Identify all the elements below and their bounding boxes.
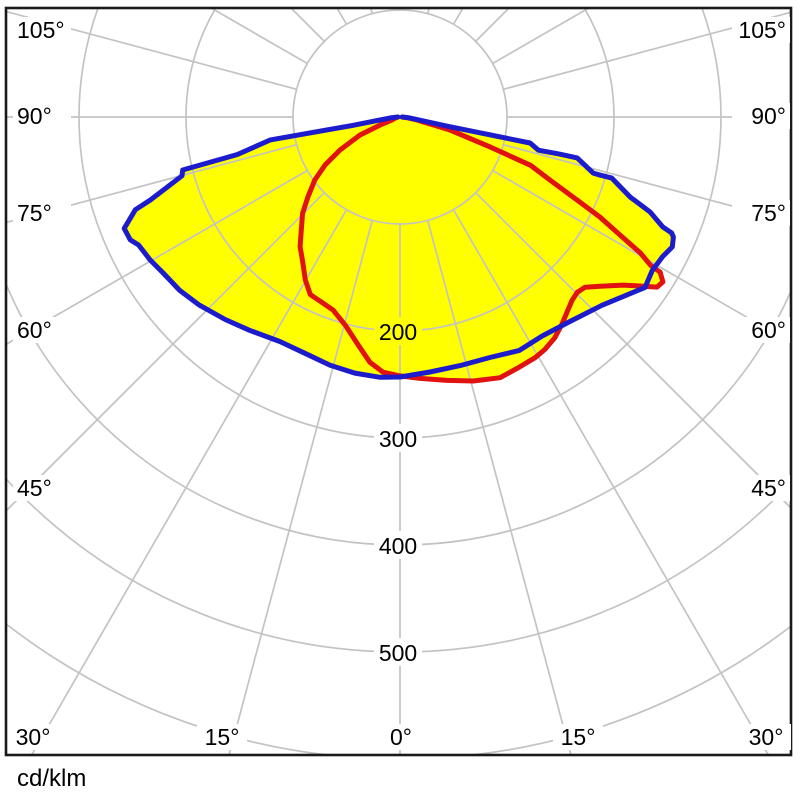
grid-spoke-300: [7, 169, 308, 345]
angle-label-14: 30°: [749, 724, 784, 750]
angle-label-2: 75°: [17, 200, 52, 226]
angle-label-3: 60°: [17, 317, 52, 343]
grid-spoke-285: [7, 143, 297, 224]
grid-spoke-330: [31, 209, 348, 754]
angle-label-bg-9: [732, 475, 790, 501]
angle-label-bg-11: [197, 724, 247, 750]
angle-label-7: 75°: [751, 200, 786, 226]
ring-label-500: 500: [379, 640, 417, 666]
angle-label-bg-8: [732, 317, 790, 343]
grid-spoke-255: [7, 10, 297, 91]
grid-spoke-15: [426, 220, 572, 754]
angle-label-bg-10: [8, 724, 58, 750]
angle-label-9: 45°: [751, 475, 786, 501]
angle-label-bg-6: [732, 103, 790, 129]
angle-label-11: 15°: [205, 724, 240, 750]
angle-label-12: 0°: [390, 724, 412, 750]
angle-label-bg-7: [732, 200, 790, 226]
angle-label-bg-0: [13, 17, 71, 43]
ring-label-300: 300: [379, 426, 417, 452]
grid-spoke-345: [228, 220, 374, 754]
ring-label-bg-300: [374, 424, 422, 452]
angle-label-13: 15°: [561, 724, 596, 750]
ring-label-bg-200: [374, 317, 422, 345]
units-label: cd/klm: [17, 765, 86, 792]
angle-label-1: 90°: [17, 103, 52, 129]
grid-spoke-60: [492, 169, 790, 344]
distribution-curve-plane-blue: [121, 114, 676, 380]
distribution-curve-plane-red: [297, 114, 666, 384]
angle-label-10: 30°: [16, 724, 51, 750]
grid-spoke-105: [503, 11, 790, 91]
angle-label-6: 90°: [751, 103, 786, 129]
angle-label-bg-2: [13, 200, 71, 226]
plot-frame: [4, 6, 793, 757]
ring-label-bg-500: [374, 638, 422, 666]
grid-spoke-30: [452, 209, 769, 754]
angle-label-bg-14: [741, 724, 791, 750]
angle-label-bg-13: [553, 724, 603, 750]
ring-label-400: 400: [379, 533, 417, 559]
ring-label-bg-400: [374, 531, 422, 559]
angle-label-8: 60°: [751, 317, 786, 343]
angle-label-bg-4: [13, 475, 71, 501]
angle-label-bg-12: [376, 724, 426, 750]
angle-label-0: 105°: [17, 17, 65, 43]
angle-label-bg-5: [732, 17, 790, 43]
angle-label-bg-1: [13, 103, 71, 129]
angle-label-4: 45°: [17, 475, 52, 501]
grid-spoke-75: [503, 143, 790, 223]
intensity-fill-plane-blue: [124, 117, 674, 378]
ring-label-200: 200: [379, 319, 417, 345]
angle-label-bg-3: [13, 317, 71, 343]
angle-label-5: 105°: [738, 17, 786, 43]
